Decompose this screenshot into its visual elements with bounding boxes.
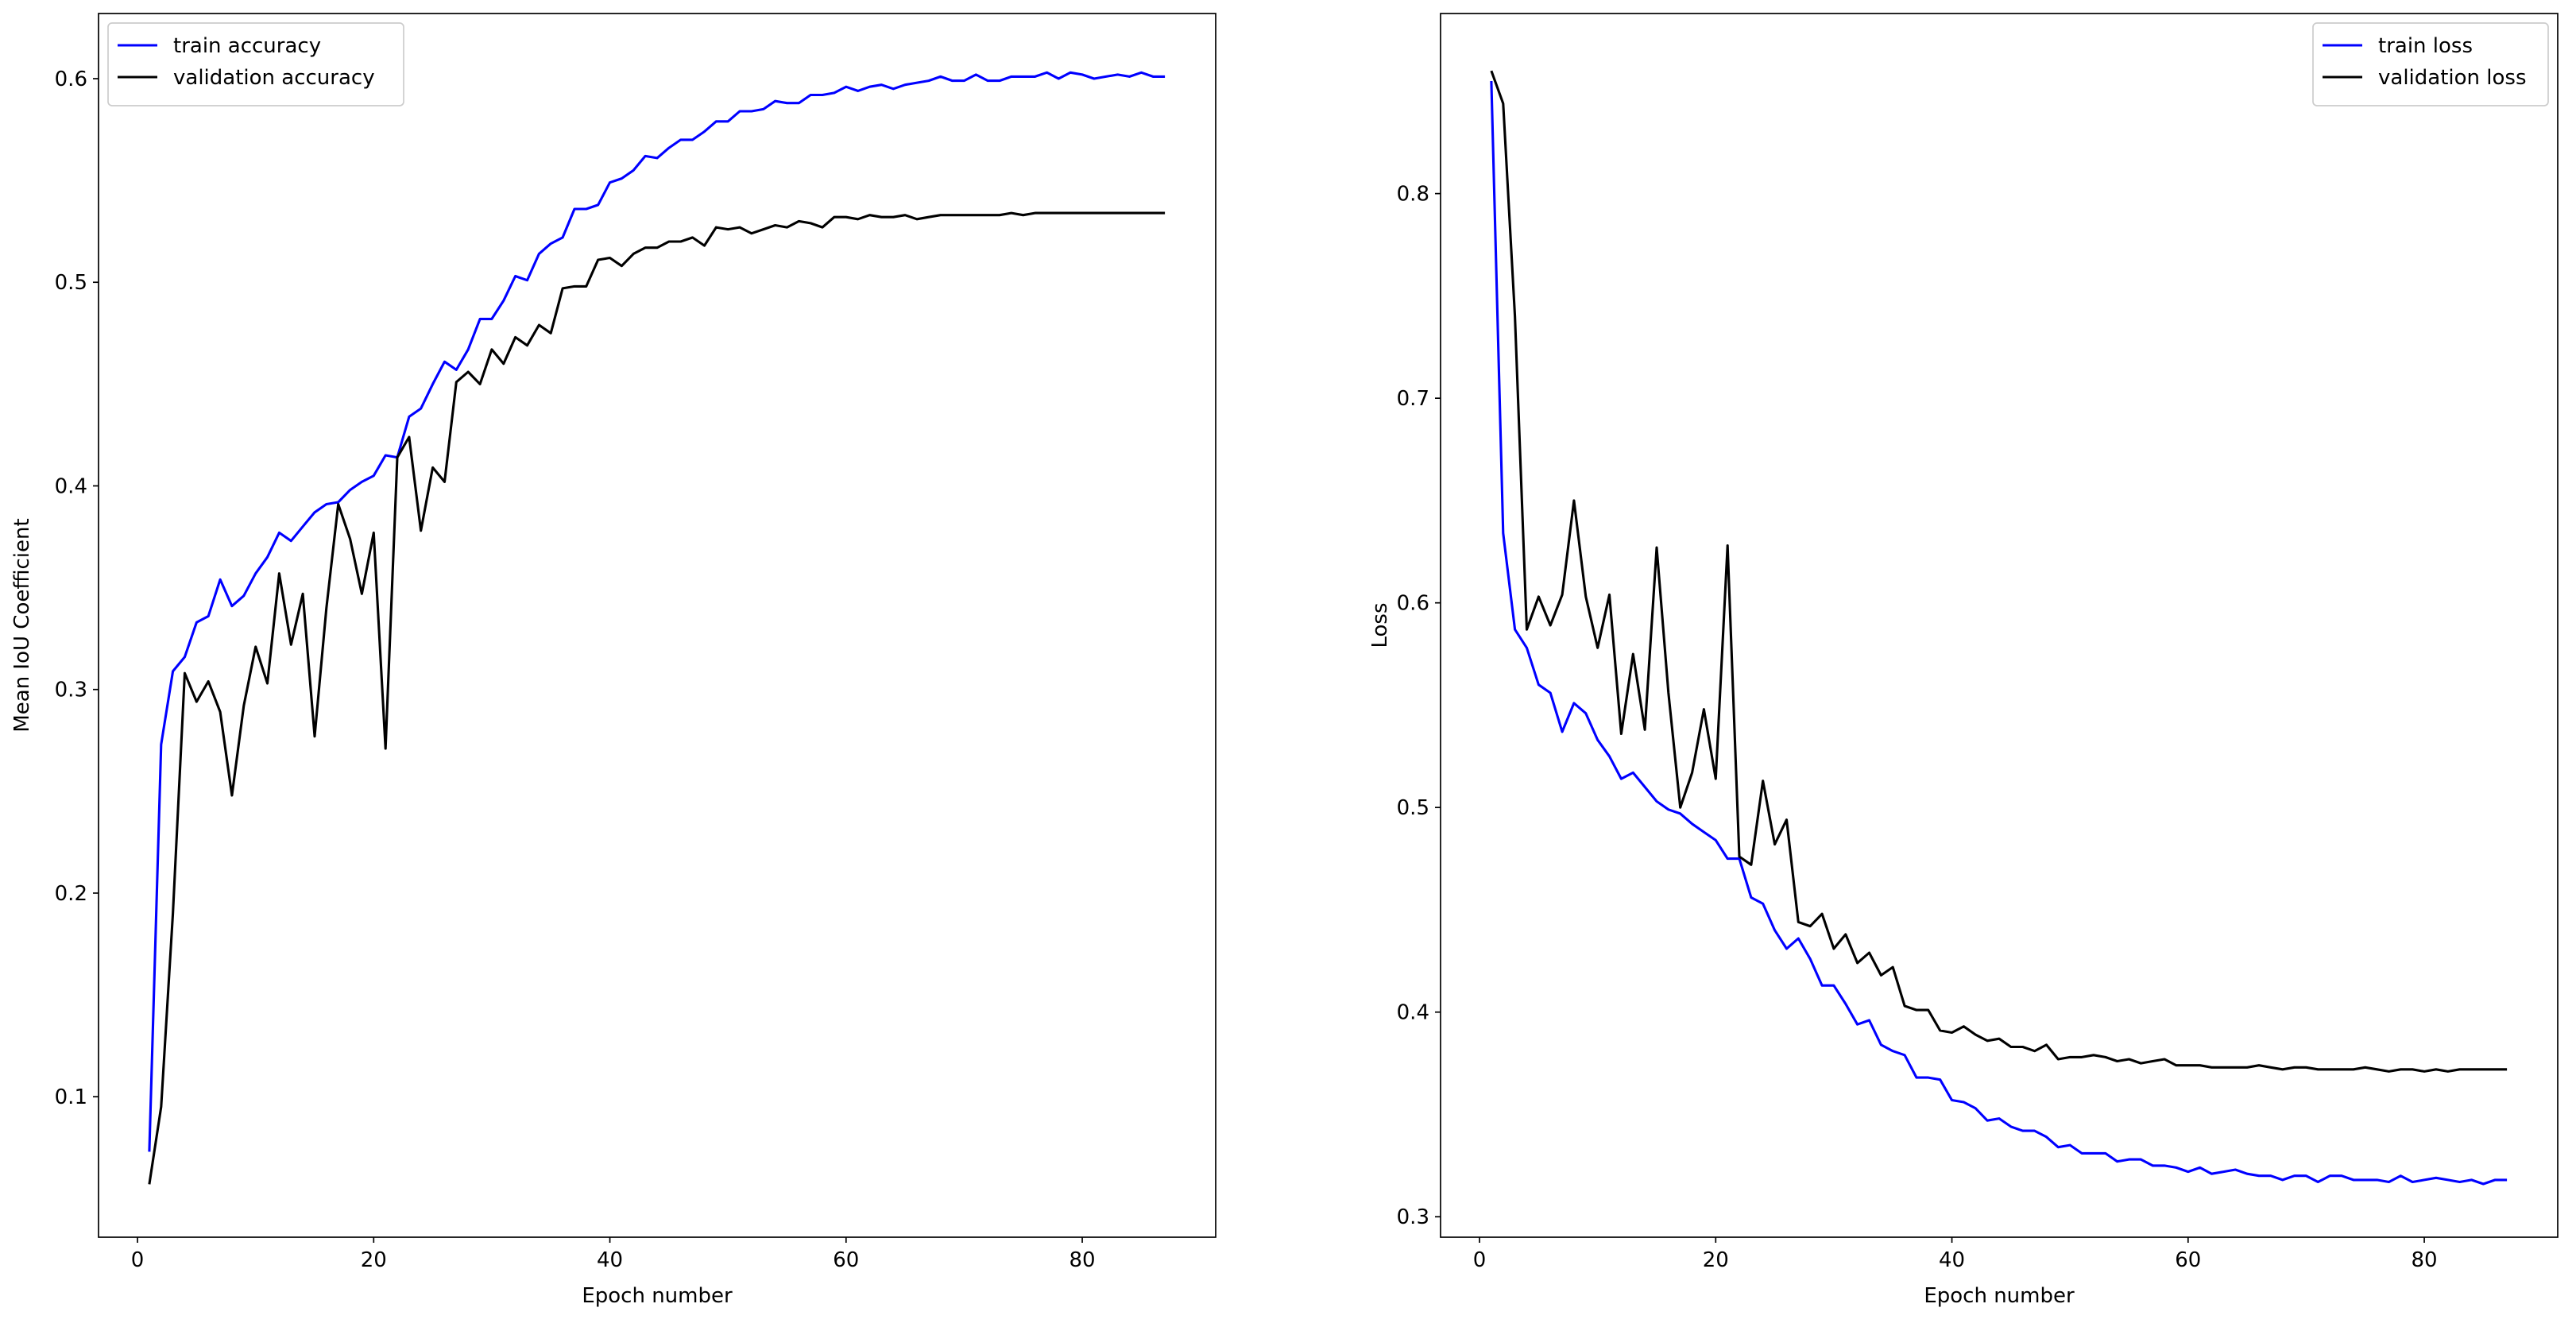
legend-label: train accuracy bbox=[173, 34, 321, 58]
series-line-train-loss bbox=[1490, 80, 2508, 1186]
y-tick-label: 0.6 bbox=[55, 68, 87, 91]
legend-box bbox=[2312, 22, 2549, 106]
chart-panel-2: 0 20 40 60 80 0.3 0.4 0.5 0.6 0.7 0.8 Epoch number L… bbox=[1368, 13, 2559, 1308]
x-axis-label: Epoch number bbox=[582, 1284, 733, 1308]
x-tick-label: 40 bbox=[1939, 1248, 1965, 1272]
x-tick-label: 60 bbox=[833, 1248, 859, 1272]
legend: train loss validation loss bbox=[2312, 22, 2549, 106]
x-tick-label: 0 bbox=[131, 1248, 145, 1272]
legend-box bbox=[107, 22, 404, 106]
y-axis-label: Mean IoU Coefficient bbox=[10, 518, 34, 732]
legend: train accuracy validation accuracy bbox=[107, 22, 404, 106]
x-tick-label: 20 bbox=[1703, 1248, 1729, 1272]
series-line-train-accuracy bbox=[148, 71, 1166, 1152]
legend-label: validation loss bbox=[2378, 66, 2527, 90]
y-tick-label: 0.4 bbox=[55, 474, 87, 498]
x-tick-label: 0 bbox=[1473, 1248, 1487, 1272]
y-tick-label: 0.3 bbox=[1397, 1205, 1429, 1229]
axes-frame bbox=[98, 13, 1216, 1238]
x-tick-label: 80 bbox=[1069, 1248, 1096, 1272]
y-tick-label: 0.8 bbox=[1397, 183, 1429, 207]
x-axis-label: Epoch number bbox=[1924, 1284, 2075, 1308]
y-tick-label: 0.4 bbox=[1397, 1001, 1429, 1025]
y-tick-label: 0.3 bbox=[55, 679, 87, 702]
y-axis-label: Loss bbox=[1368, 602, 1392, 648]
legend-label: validation accuracy bbox=[173, 66, 375, 90]
y-tick-label: 0.5 bbox=[1397, 796, 1429, 820]
y-tick-label: 0.1 bbox=[55, 1085, 87, 1109]
x-tick-label: 80 bbox=[2412, 1248, 2438, 1272]
series-line-validation-loss bbox=[1490, 70, 2508, 1073]
chart-panel-1: 0 20 40 60 80 0.1 0.2 0.3 0.4 0.5 0.6 Epoch number M… bbox=[10, 13, 1216, 1308]
series-line-validation-accuracy bbox=[148, 211, 1166, 1185]
y-tick-label: 0.6 bbox=[1397, 592, 1429, 616]
x-tick-label: 40 bbox=[597, 1248, 623, 1272]
x-tick-label: 20 bbox=[361, 1248, 387, 1272]
legend-label: train loss bbox=[2378, 34, 2473, 58]
y-tick-label: 0.5 bbox=[55, 271, 87, 295]
axes-frame bbox=[1440, 13, 2559, 1238]
y-tick-label: 0.7 bbox=[1397, 387, 1429, 411]
y-tick-label: 0.2 bbox=[55, 882, 87, 906]
x-tick-label: 60 bbox=[2175, 1248, 2201, 1272]
